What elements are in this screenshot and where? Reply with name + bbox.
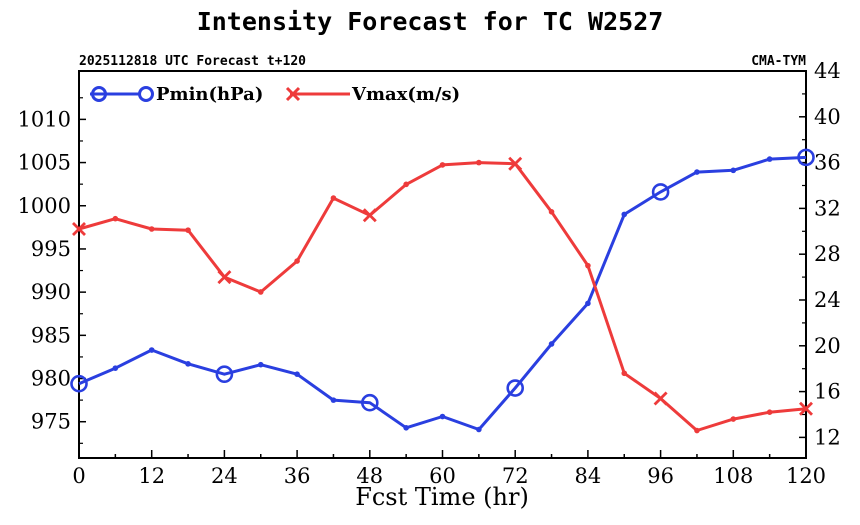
legend-pmin-label: Pmin(hPa) bbox=[156, 84, 263, 105]
vmax-point bbox=[403, 181, 409, 188]
vmax-point bbox=[766, 409, 773, 416]
subtitle-right: CMA-TYM bbox=[751, 54, 806, 69]
y-left-tick-label: 995 bbox=[31, 237, 71, 261]
vmax-point bbox=[294, 258, 300, 264]
vmax-point bbox=[621, 370, 628, 377]
pmin-point-marker bbox=[360, 393, 379, 412]
vmax-point bbox=[476, 159, 482, 166]
vmax-point-marker bbox=[508, 156, 523, 171]
x-axis-label: Fcst Time (hr) bbox=[355, 483, 529, 511]
pmin-point bbox=[257, 361, 264, 368]
pmin-point bbox=[585, 300, 591, 307]
y-right-tick-label: 32 bbox=[814, 196, 841, 220]
legend-vmax-label: Vmax(m/s) bbox=[351, 84, 460, 105]
y-right-tick-label: 40 bbox=[814, 105, 841, 129]
y-left-tick-label: 985 bbox=[31, 323, 71, 347]
vmax-series-line bbox=[78, 161, 807, 432]
x-tick-label: 120 bbox=[786, 464, 826, 488]
legend-pmin-marker-end bbox=[138, 86, 154, 102]
series-layer bbox=[70, 148, 815, 434]
y-right-tick-label: 28 bbox=[814, 242, 841, 266]
y-left-tick-label: 1010 bbox=[18, 107, 71, 131]
vmax-point bbox=[148, 226, 155, 232]
y-right-tick-label: 24 bbox=[814, 288, 841, 312]
x-tick-label: 108 bbox=[713, 464, 753, 488]
vmax-point bbox=[730, 416, 737, 422]
x-tick-label: 0 bbox=[72, 464, 85, 488]
x-tick-label: 96 bbox=[647, 464, 674, 488]
x-tick-label: 48 bbox=[356, 464, 383, 488]
y-right-tick-label: 12 bbox=[814, 425, 841, 449]
pmin-point bbox=[439, 413, 446, 420]
pmin-point-marker bbox=[70, 374, 88, 393]
pmin-point-marker bbox=[651, 183, 670, 201]
vmax-point bbox=[585, 262, 591, 269]
x-tick-label: 72 bbox=[502, 464, 529, 488]
vmax-point-marker bbox=[653, 391, 668, 406]
pmin-point bbox=[548, 341, 555, 347]
legend: Pmin(hPa) Vmax(m/s) bbox=[90, 84, 460, 105]
vmax-point bbox=[694, 427, 700, 434]
pmin-point bbox=[621, 211, 628, 218]
vmax-point bbox=[548, 209, 555, 215]
pmin-point bbox=[112, 365, 119, 371]
pmin-point bbox=[476, 426, 482, 433]
vmax-point-marker bbox=[799, 401, 813, 416]
y-left-tick-label: 975 bbox=[31, 410, 71, 434]
pmin-point bbox=[730, 167, 737, 174]
y-right-tick-label: 16 bbox=[814, 380, 841, 404]
pmin-point bbox=[330, 397, 337, 403]
legend-vmax-marker bbox=[285, 86, 301, 102]
y-left-tick-label: 990 bbox=[31, 280, 71, 304]
pmin-point-marker bbox=[215, 365, 234, 384]
pmin-point bbox=[694, 169, 700, 175]
pmin-point bbox=[766, 156, 773, 162]
pmin-point bbox=[148, 347, 155, 353]
vmax-point-marker bbox=[217, 270, 232, 285]
pmin-point-marker bbox=[506, 379, 525, 397]
vmax-point-marker bbox=[72, 222, 86, 236]
legend-pmin-marker bbox=[91, 86, 107, 102]
y-right-tick-label: 36 bbox=[814, 151, 841, 175]
y-left-tick-label: 1005 bbox=[18, 151, 71, 175]
y-right-tick-label: 44 bbox=[814, 59, 841, 83]
y-left-tick-label: 980 bbox=[31, 367, 71, 391]
ticks-layer: 0 12 24 36 48 60 72 84 96 108 120 975 980 985 990 995 10… bbox=[18, 59, 841, 488]
vmax-point-marker bbox=[362, 208, 377, 223]
pmin-point bbox=[294, 371, 300, 378]
pmin-point bbox=[185, 361, 191, 367]
vmax-point bbox=[257, 289, 264, 295]
subtitle-left: 2025112818 UTC Forecast t+120 bbox=[79, 54, 306, 69]
pmin-point-marker bbox=[797, 148, 815, 167]
vmax-point bbox=[185, 227, 191, 233]
plot-frame bbox=[78, 70, 807, 459]
pmin-point bbox=[403, 424, 409, 431]
x-tick-label: 84 bbox=[575, 464, 602, 488]
x-tick-label: 24 bbox=[211, 464, 238, 488]
x-tick-label: 12 bbox=[138, 464, 165, 488]
pmin-series-line bbox=[78, 155, 807, 431]
vmax-point bbox=[439, 162, 446, 168]
vmax-point bbox=[330, 195, 337, 201]
x-tick-label: 60 bbox=[429, 464, 456, 488]
x-tick-label: 36 bbox=[284, 464, 311, 488]
vmax-point bbox=[112, 215, 119, 222]
y-left-tick-label: 1000 bbox=[18, 194, 71, 218]
chart-title: Intensity Forecast for TC W2527 bbox=[197, 7, 664, 36]
y-right-tick-label: 20 bbox=[814, 334, 841, 358]
